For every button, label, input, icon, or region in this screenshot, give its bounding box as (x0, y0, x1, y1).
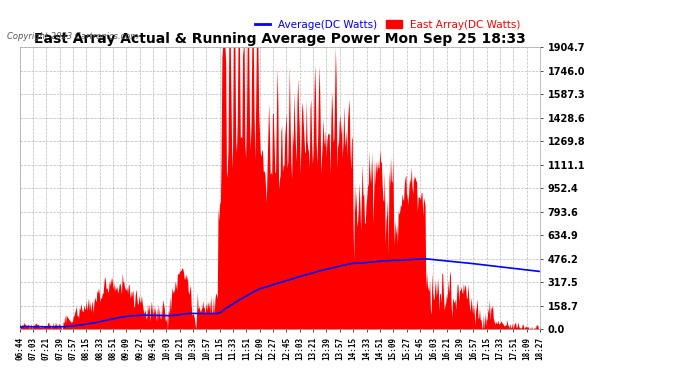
Legend: Average(DC Watts), East Array(DC Watts): Average(DC Watts), East Array(DC Watts) (250, 16, 524, 34)
Text: Copyright 2023 Cartronics.com: Copyright 2023 Cartronics.com (7, 32, 138, 41)
Title: East Array Actual & Running Average Power Mon Sep 25 18:33: East Array Actual & Running Average Powe… (34, 32, 526, 46)
